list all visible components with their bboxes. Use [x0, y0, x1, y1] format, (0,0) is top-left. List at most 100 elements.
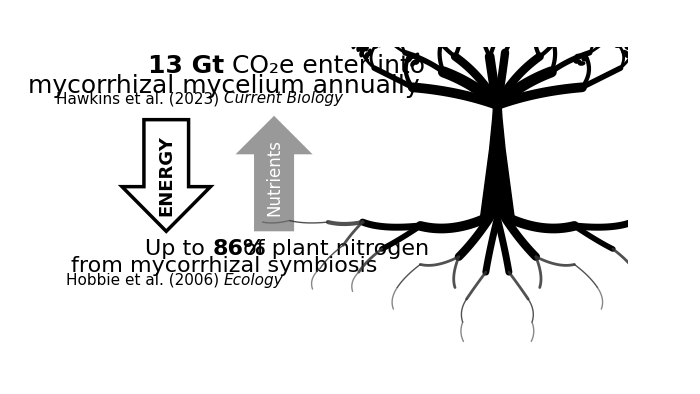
Ellipse shape	[615, 21, 623, 26]
Ellipse shape	[452, 21, 457, 28]
Ellipse shape	[373, 20, 379, 27]
Ellipse shape	[368, 37, 372, 44]
Ellipse shape	[494, 12, 500, 18]
Ellipse shape	[610, 26, 617, 30]
Ellipse shape	[509, 0, 516, 2]
Ellipse shape	[568, 11, 575, 16]
Ellipse shape	[394, 30, 399, 37]
Ellipse shape	[360, 41, 365, 49]
Ellipse shape	[405, 15, 412, 21]
Ellipse shape	[548, 26, 556, 30]
Ellipse shape	[590, 17, 598, 22]
Ellipse shape	[636, 39, 643, 44]
Ellipse shape	[459, 23, 465, 30]
Ellipse shape	[518, 2, 526, 6]
Ellipse shape	[374, 27, 380, 34]
Ellipse shape	[410, 53, 415, 59]
Ellipse shape	[552, 35, 560, 39]
Ellipse shape	[469, 1, 476, 7]
Ellipse shape	[514, 22, 522, 27]
Ellipse shape	[610, 42, 617, 46]
Ellipse shape	[514, 0, 522, 5]
Ellipse shape	[424, 6, 430, 13]
Ellipse shape	[400, 22, 407, 28]
Text: from mycorrhizal symbiosis: from mycorrhizal symbiosis	[71, 256, 377, 276]
Ellipse shape	[578, 61, 585, 66]
Ellipse shape	[420, 11, 426, 17]
Text: Ecology: Ecology	[224, 273, 284, 288]
Ellipse shape	[572, 11, 580, 16]
Ellipse shape	[617, 39, 625, 43]
Ellipse shape	[615, 36, 622, 41]
Ellipse shape	[552, 28, 560, 33]
Ellipse shape	[568, 2, 575, 7]
Ellipse shape	[407, 56, 412, 63]
Ellipse shape	[451, 3, 457, 9]
Ellipse shape	[447, 3, 453, 9]
Ellipse shape	[508, 2, 514, 7]
Ellipse shape	[364, 44, 369, 52]
Ellipse shape	[462, 7, 468, 13]
Ellipse shape	[370, 38, 377, 45]
Ellipse shape	[440, 24, 445, 32]
Ellipse shape	[582, 57, 589, 61]
Ellipse shape	[467, 0, 473, 2]
Ellipse shape	[617, 35, 625, 40]
Ellipse shape	[378, 41, 384, 47]
Text: Nutrients: Nutrients	[265, 139, 283, 216]
Text: 13 Gt: 13 Gt	[148, 54, 224, 78]
Ellipse shape	[537, 22, 545, 27]
Ellipse shape	[510, 16, 517, 21]
Ellipse shape	[541, 11, 549, 16]
Ellipse shape	[550, 31, 558, 36]
Ellipse shape	[363, 34, 368, 41]
Ellipse shape	[421, 1, 427, 7]
Ellipse shape	[351, 42, 356, 49]
Ellipse shape	[377, 19, 383, 26]
Ellipse shape	[455, 25, 461, 32]
Ellipse shape	[360, 46, 365, 54]
Ellipse shape	[401, 14, 407, 20]
Ellipse shape	[546, 30, 554, 35]
Ellipse shape	[624, 53, 631, 58]
Ellipse shape	[501, 12, 508, 17]
Ellipse shape	[416, 10, 422, 17]
Polygon shape	[480, 106, 514, 218]
Ellipse shape	[573, 59, 581, 64]
Ellipse shape	[554, 21, 561, 26]
Ellipse shape	[632, 46, 640, 51]
Ellipse shape	[588, 22, 595, 27]
Ellipse shape	[370, 23, 376, 30]
Ellipse shape	[526, 15, 533, 19]
Ellipse shape	[628, 47, 636, 52]
Ellipse shape	[398, 17, 404, 22]
Ellipse shape	[414, 52, 419, 59]
Ellipse shape	[447, 10, 453, 17]
Ellipse shape	[529, 24, 537, 29]
Ellipse shape	[560, 6, 568, 11]
Ellipse shape	[505, 0, 512, 1]
Ellipse shape	[533, 26, 541, 31]
Ellipse shape	[631, 37, 639, 43]
Ellipse shape	[405, 21, 411, 27]
Ellipse shape	[611, 20, 619, 25]
Ellipse shape	[391, 33, 395, 40]
Ellipse shape	[529, 10, 536, 15]
Ellipse shape	[357, 36, 362, 44]
Ellipse shape	[374, 42, 379, 49]
Text: Up to: Up to	[146, 239, 213, 259]
Ellipse shape	[384, 11, 390, 19]
Ellipse shape	[583, 21, 591, 26]
Ellipse shape	[602, 18, 610, 22]
Text: mycorrhizal mycelium annually: mycorrhizal mycelium annually	[28, 74, 420, 98]
Ellipse shape	[575, 54, 582, 58]
Ellipse shape	[442, 29, 447, 36]
Ellipse shape	[428, 5, 434, 11]
Ellipse shape	[428, 0, 434, 6]
Ellipse shape	[537, 9, 545, 14]
Ellipse shape	[564, 0, 572, 4]
Text: of plant nitrogen: of plant nitrogen	[235, 239, 428, 259]
Ellipse shape	[545, 6, 552, 11]
Ellipse shape	[604, 13, 612, 17]
Ellipse shape	[444, 34, 449, 41]
